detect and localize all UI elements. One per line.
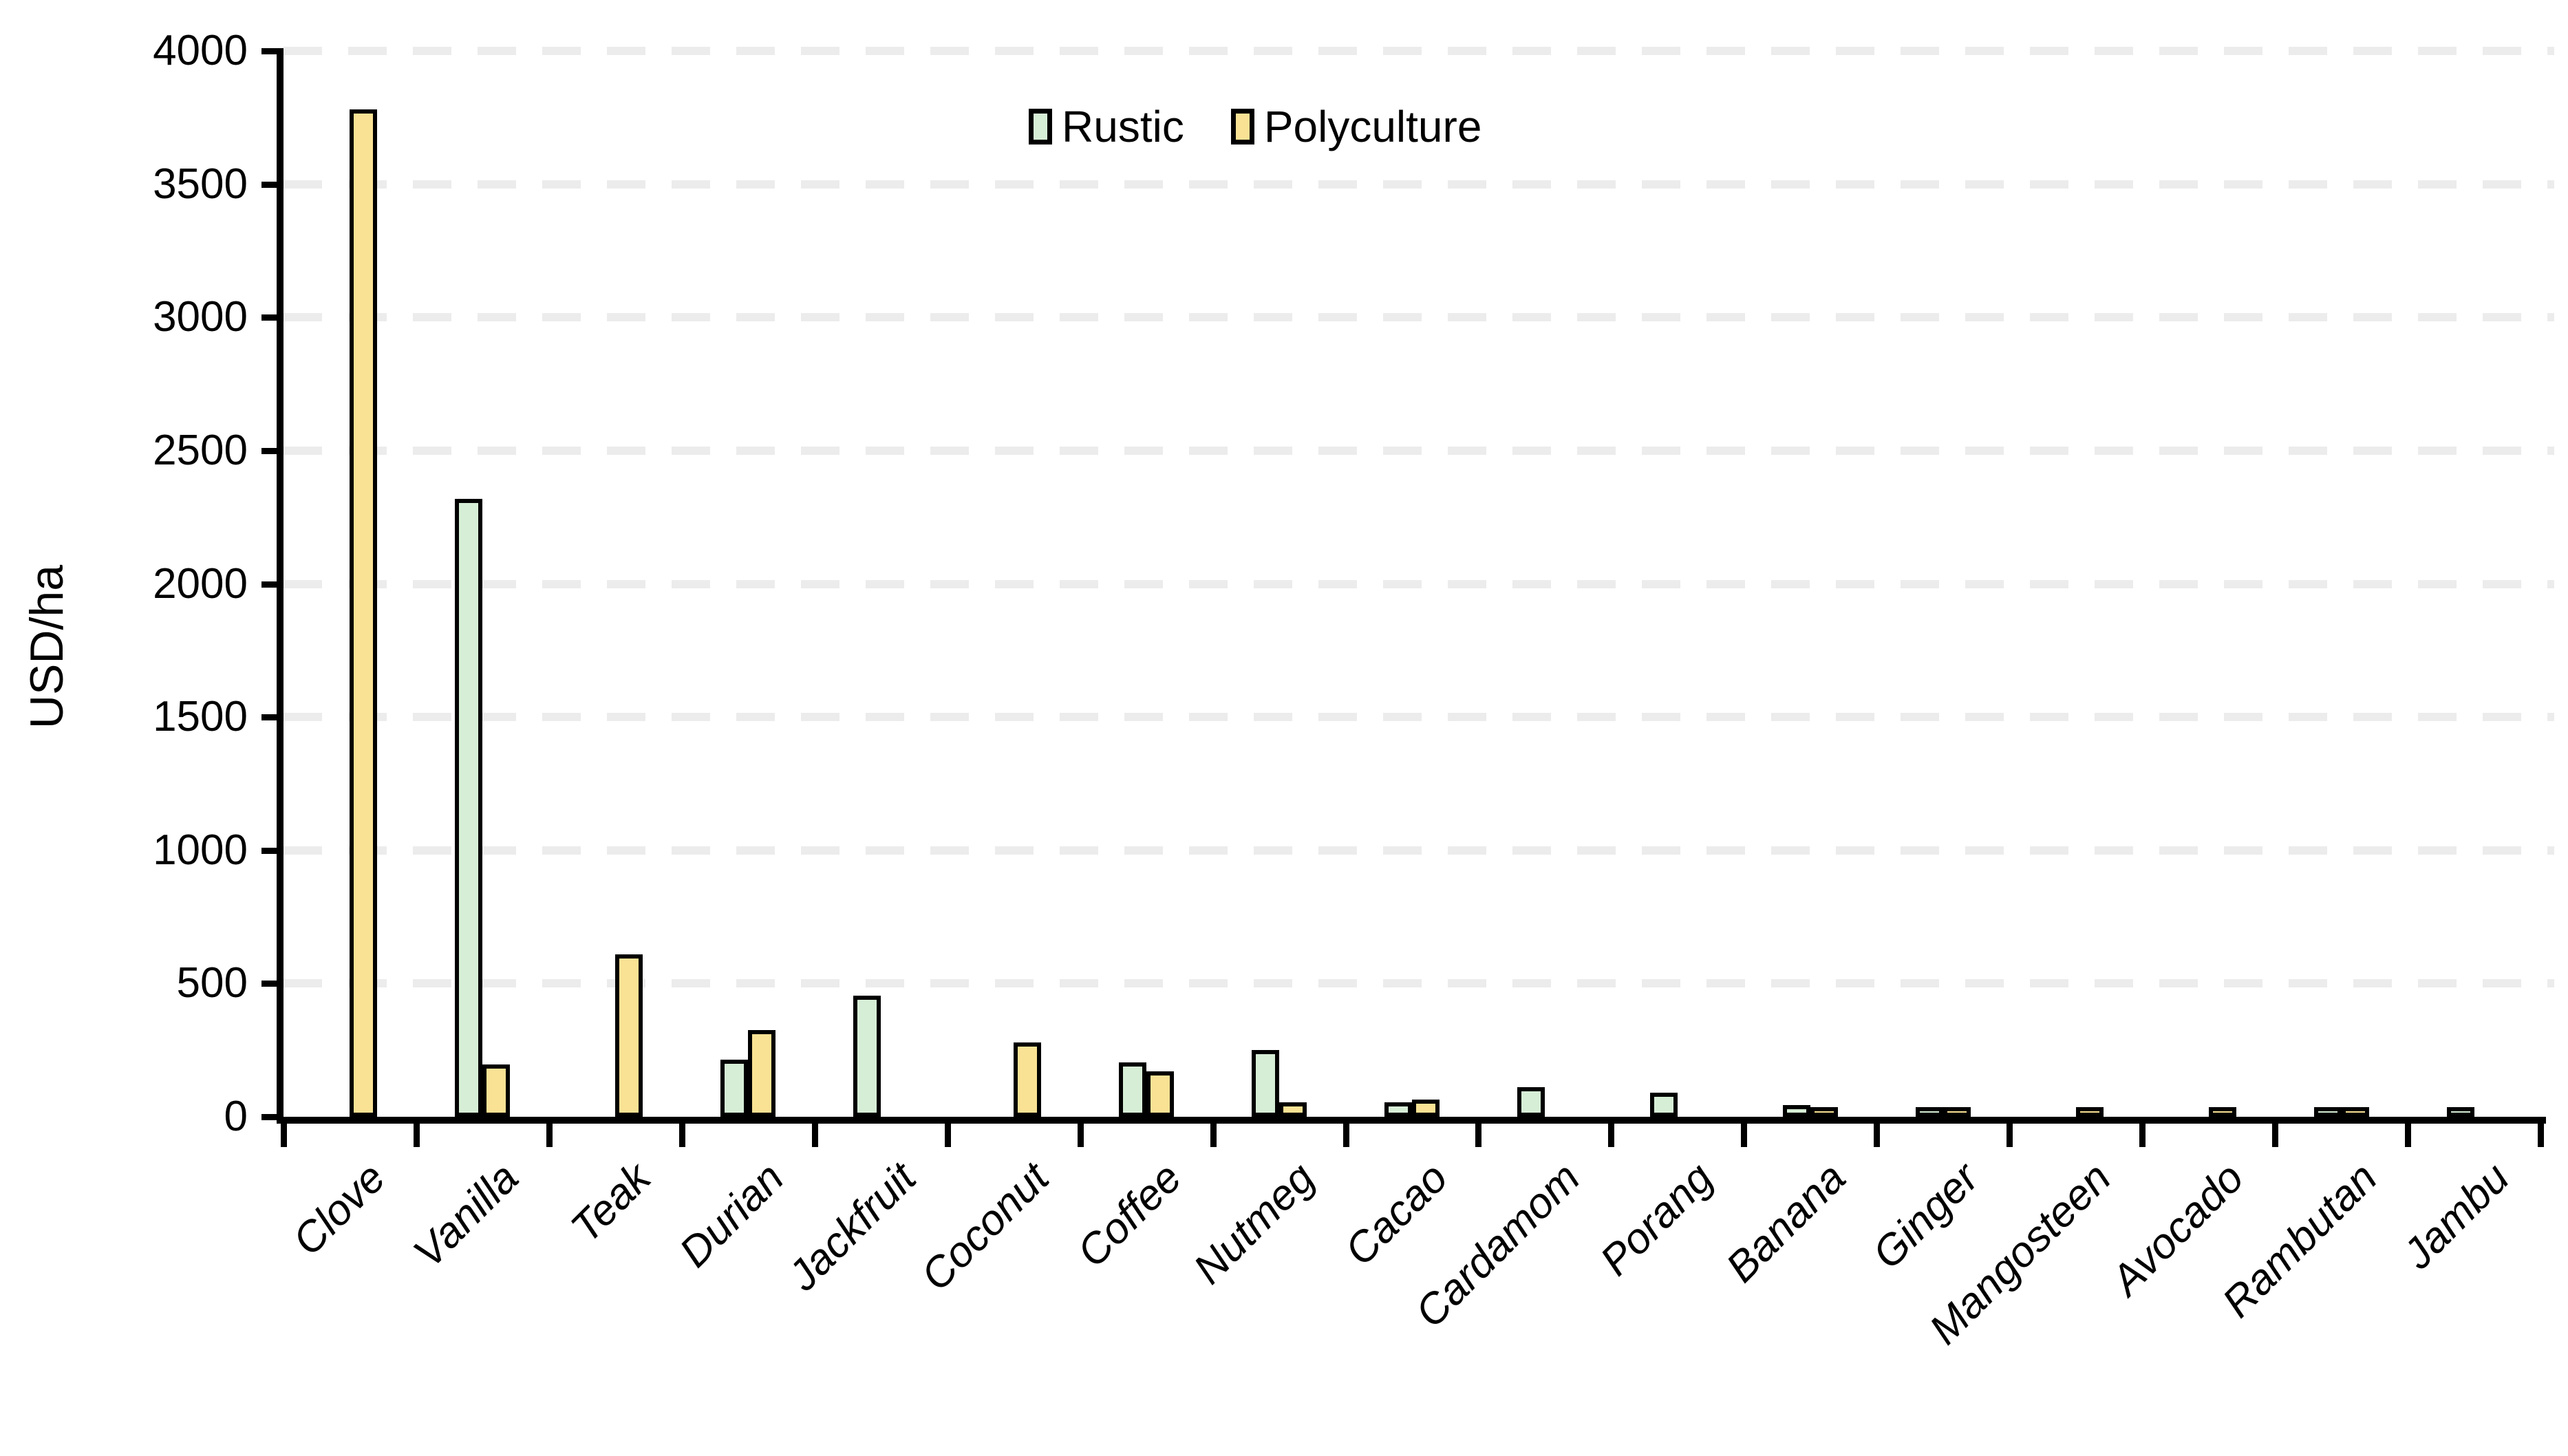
bar-rustic-cacao <box>1384 1102 1412 1117</box>
bar-polyculture-clove <box>350 109 378 1117</box>
gridline-4000 <box>283 47 2554 55</box>
x-axis-label-vanilla: Vanilla <box>404 1154 528 1277</box>
x-tick-mark <box>2007 1120 2013 1147</box>
legend-label-polyculture: Polyculture <box>1263 102 1482 151</box>
x-tick-mark <box>281 1120 287 1147</box>
y-tick-label: 3500 <box>153 160 248 208</box>
gridline-3500 <box>283 180 2554 189</box>
y-tick-mark <box>261 447 283 454</box>
x-axis-label-jambu: Jambu <box>2394 1154 2519 1278</box>
legend-item-polyculture: Polyculture <box>1230 102 1482 151</box>
bar-polyculture-teak <box>615 954 643 1117</box>
y-tick-label: 4000 <box>153 27 248 74</box>
x-axis-label-jackfruit: Jackfruit <box>780 1154 926 1300</box>
x-axis-label-porang: Porang <box>1591 1154 1722 1285</box>
bar-rustic-rambutan <box>2313 1107 2342 1117</box>
x-axis-line <box>277 1117 2546 1124</box>
y-tick-mark <box>261 847 283 854</box>
x-axis-label-teak: Teak <box>561 1154 661 1252</box>
y-tick-label: 1500 <box>153 693 248 741</box>
bar-rustic-porang <box>1649 1093 1678 1117</box>
gridline-2500 <box>283 446 2554 455</box>
bar-polyculture-ginger <box>1943 1107 1971 1117</box>
y-tick-mark <box>261 581 283 588</box>
x-axis-label-coffee: Coffee <box>1068 1154 1191 1276</box>
gridline-500 <box>283 979 2554 988</box>
bar-polyculture-mangosteen <box>2075 1107 2104 1117</box>
y-tick-label: 3000 <box>153 293 248 341</box>
y-tick-label: 1000 <box>153 826 248 874</box>
x-tick-mark <box>678 1120 685 1147</box>
x-tick-mark <box>2538 1120 2544 1147</box>
gridline-2000 <box>283 579 2554 588</box>
x-tick-mark <box>1741 1120 1748 1147</box>
bar-polyculture-coconut <box>1014 1042 1042 1117</box>
y-tick-label: 500 <box>176 959 248 1007</box>
x-tick-mark <box>1608 1120 1615 1147</box>
x-axis-label-durian: Durian <box>670 1154 793 1276</box>
bar-rustic-nutmeg <box>1252 1050 1280 1117</box>
legend-item-rustic: Rustic <box>1029 102 1184 151</box>
y-tick-mark <box>261 48 283 54</box>
y-tick-mark <box>261 1114 283 1120</box>
x-tick-mark <box>811 1120 818 1147</box>
bar-polyculture-durian <box>748 1030 776 1117</box>
x-tick-mark <box>1874 1120 1881 1147</box>
y-tick-mark <box>261 314 283 321</box>
bar-rustic-cardamom <box>1517 1087 1545 1117</box>
bar-polyculture-banana <box>1810 1107 1838 1117</box>
y-tick-label: 2500 <box>153 426 248 474</box>
x-axis-label-clove: Clove <box>283 1154 395 1265</box>
x-tick-mark <box>1210 1120 1217 1147</box>
bar-rustic-durian <box>720 1059 749 1117</box>
x-tick-mark <box>1475 1120 1482 1147</box>
bar-polyculture-rambutan <box>2341 1107 2369 1117</box>
bar-rustic-vanilla <box>455 498 483 1117</box>
legend-swatch-polyculture <box>1230 109 1254 144</box>
legend-swatch-rustic <box>1029 109 1052 144</box>
x-axis-label-cacao: Cacao <box>1336 1154 1457 1275</box>
x-tick-mark <box>413 1120 420 1147</box>
x-axis-label-ginger: Ginger <box>1863 1154 1988 1278</box>
x-axis-label-banana: Banana <box>1717 1154 1855 1292</box>
legend: Rustic Polyculture <box>1029 102 1481 151</box>
bar-polyculture-cacao <box>1412 1099 1440 1117</box>
bar-rustic-banana <box>1782 1104 1810 1117</box>
y-tick-mark <box>261 714 283 721</box>
bar-rustic-ginger <box>1915 1107 1943 1117</box>
x-tick-mark <box>944 1120 951 1147</box>
bar-rustic-jackfruit <box>853 995 881 1117</box>
y-tick-mark <box>261 181 283 188</box>
x-tick-mark <box>2272 1120 2279 1147</box>
gridline-3000 <box>283 313 2554 322</box>
x-axis-label-nutmeg: Nutmeg <box>1184 1154 1324 1294</box>
x-tick-mark <box>1077 1120 1084 1147</box>
bar-polyculture-vanilla <box>482 1064 511 1117</box>
bar-rustic-coffee <box>1119 1062 1147 1117</box>
y-tick-label: 2000 <box>153 559 248 608</box>
x-tick-mark <box>2139 1120 2146 1147</box>
x-tick-mark <box>2405 1120 2412 1147</box>
y-tick-mark <box>261 981 283 987</box>
x-axis-label-coconut: Coconut <box>912 1154 1058 1300</box>
bar-rustic-jambu <box>2446 1107 2474 1117</box>
bar-polyculture-coffee <box>1146 1071 1175 1117</box>
y-tick-label: 0 <box>224 1093 248 1140</box>
legend-label-rustic: Rustic <box>1062 102 1184 151</box>
x-tick-mark <box>1342 1120 1349 1147</box>
x-tick-mark <box>546 1120 553 1147</box>
bar-polyculture-avocado <box>2208 1107 2236 1117</box>
gridline-1000 <box>283 846 2554 855</box>
bar-polyculture-nutmeg <box>1279 1102 1307 1117</box>
gridline-1500 <box>283 713 2554 722</box>
